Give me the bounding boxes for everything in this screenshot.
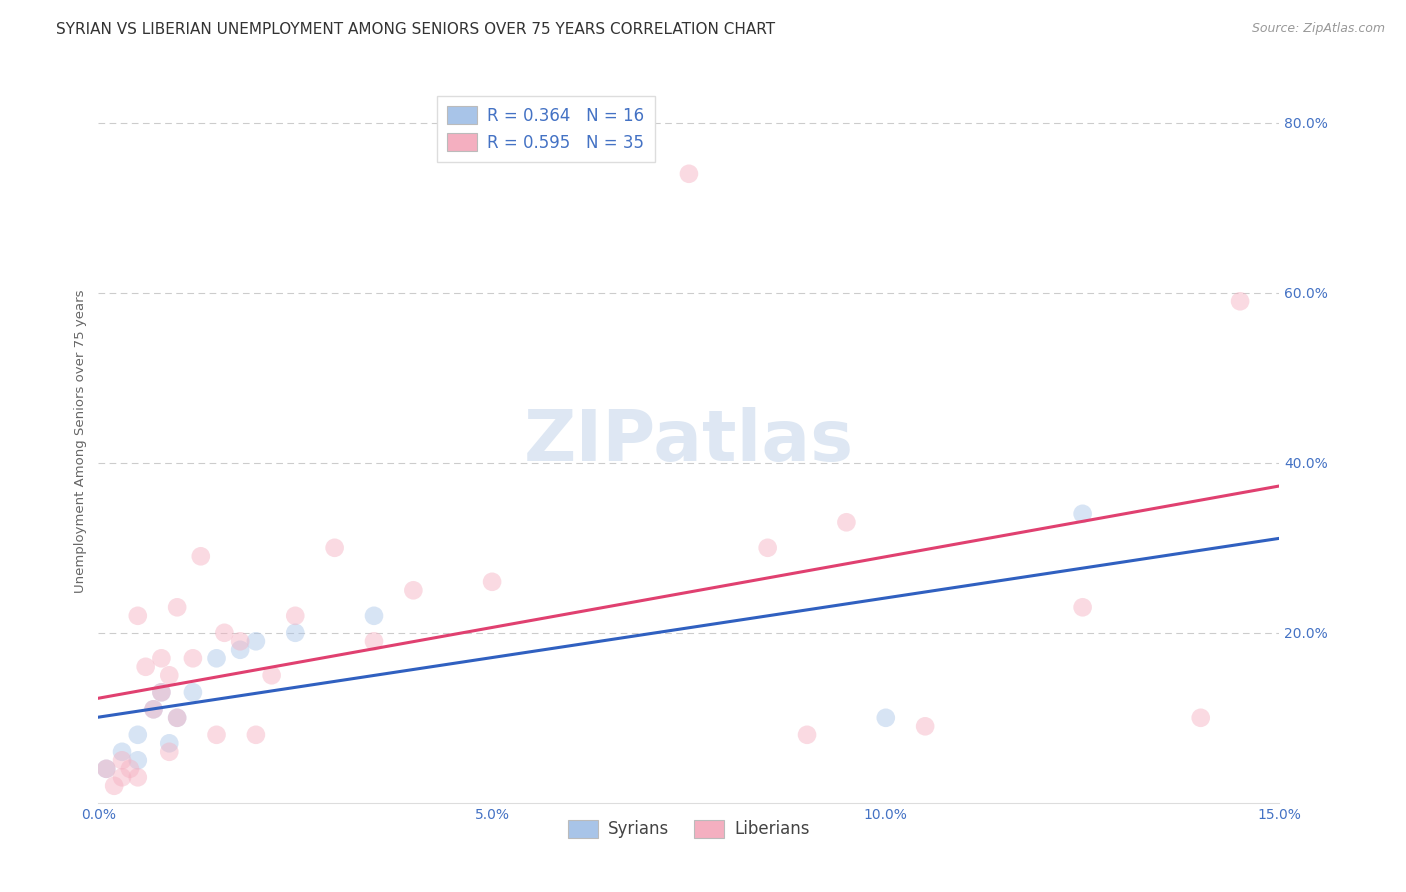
Point	[756, 541, 779, 555]
Point	[111, 770, 134, 784]
Point	[96, 762, 118, 776]
Point	[135, 660, 157, 674]
Point	[323, 541, 346, 555]
Point	[190, 549, 212, 564]
Point	[229, 634, 252, 648]
Y-axis label: Unemployment Among Seniors over 75 years: Unemployment Among Seniors over 75 years	[75, 290, 87, 593]
Text: ZIPatlas: ZIPatlas	[524, 407, 853, 476]
Point	[229, 642, 252, 657]
Point	[402, 583, 425, 598]
Point	[127, 770, 149, 784]
Point	[127, 728, 149, 742]
Text: Source: ZipAtlas.com: Source: ZipAtlas.com	[1251, 22, 1385, 36]
Point	[157, 745, 180, 759]
Point	[166, 600, 188, 615]
Point	[1229, 294, 1251, 309]
Point	[166, 711, 188, 725]
Point	[245, 634, 267, 648]
Point	[96, 762, 118, 776]
Point	[284, 625, 307, 640]
Point	[157, 736, 180, 750]
Point	[142, 702, 165, 716]
Point	[111, 745, 134, 759]
Point	[214, 625, 236, 640]
Point	[118, 762, 141, 776]
Point	[150, 685, 173, 699]
Legend: Syrians, Liberians: Syrians, Liberians	[561, 813, 817, 845]
Point	[181, 651, 204, 665]
Point	[111, 753, 134, 767]
Point	[142, 702, 165, 716]
Point	[1071, 600, 1094, 615]
Point	[363, 608, 385, 623]
Point	[1189, 711, 1212, 725]
Point	[166, 711, 188, 725]
Point	[914, 719, 936, 733]
Point	[678, 167, 700, 181]
Point	[260, 668, 283, 682]
Point	[103, 779, 125, 793]
Point	[796, 728, 818, 742]
Point	[157, 668, 180, 682]
Point	[205, 728, 228, 742]
Point	[363, 634, 385, 648]
Point	[835, 516, 858, 530]
Point	[284, 608, 307, 623]
Point	[127, 753, 149, 767]
Point	[245, 728, 267, 742]
Point	[1071, 507, 1094, 521]
Point	[150, 651, 173, 665]
Text: SYRIAN VS LIBERIAN UNEMPLOYMENT AMONG SENIORS OVER 75 YEARS CORRELATION CHART: SYRIAN VS LIBERIAN UNEMPLOYMENT AMONG SE…	[56, 22, 775, 37]
Point	[127, 608, 149, 623]
Point	[481, 574, 503, 589]
Point	[875, 711, 897, 725]
Point	[150, 685, 173, 699]
Point	[181, 685, 204, 699]
Point	[205, 651, 228, 665]
